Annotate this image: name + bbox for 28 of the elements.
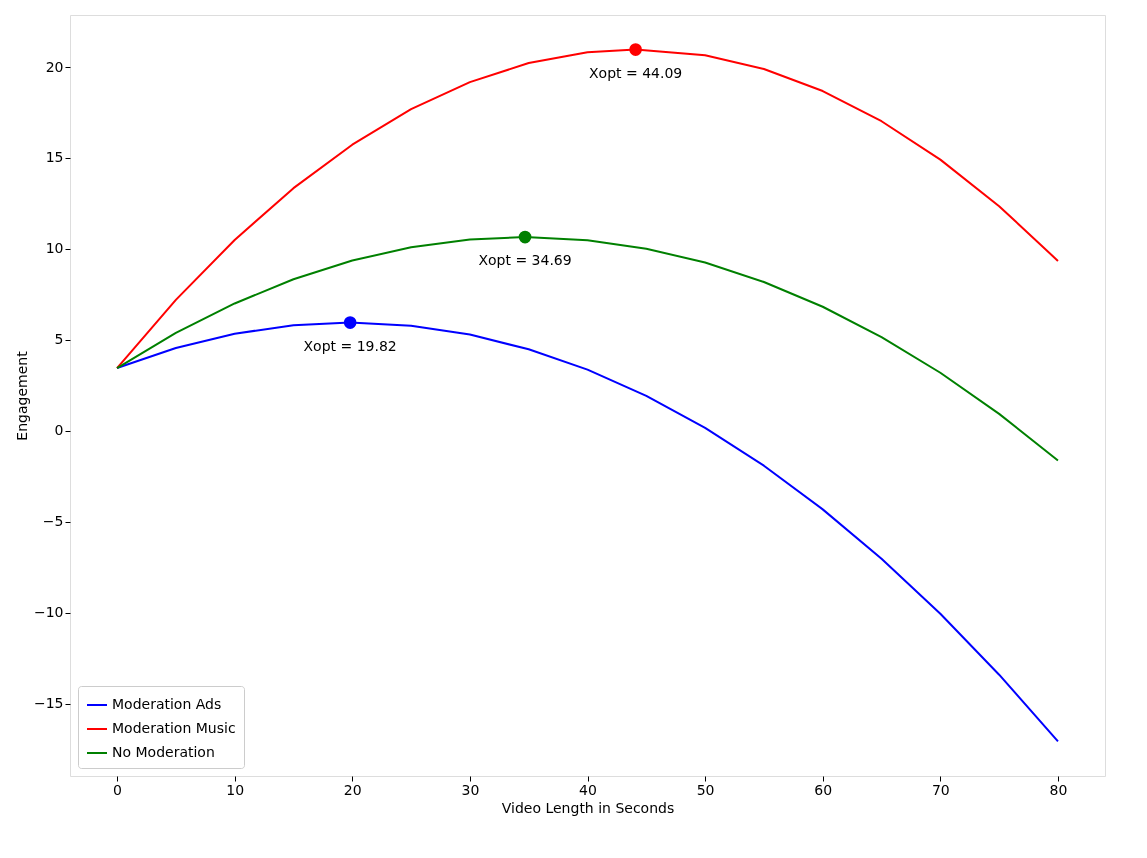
annotation: Xopt = 19.82 bbox=[303, 337, 397, 354]
x-tick-label: 40 bbox=[579, 781, 597, 798]
y-tick-label: 10 bbox=[45, 240, 64, 257]
x-axis-title: Video Length in Seconds bbox=[501, 799, 675, 816]
y-tick-label: 15 bbox=[45, 149, 64, 166]
x-tick-label: 0 bbox=[113, 781, 123, 798]
legend-label: Moderation Ads bbox=[112, 696, 222, 712]
x-tick-label: 20 bbox=[343, 781, 362, 798]
annotation: Xopt = 34.69 bbox=[478, 252, 572, 269]
y-tick-label: −10 bbox=[33, 604, 64, 621]
point bbox=[343, 316, 357, 329]
y-tick-label: −5 bbox=[42, 513, 64, 530]
point bbox=[629, 43, 642, 56]
annotation: Xopt = 44.09 bbox=[588, 64, 683, 81]
x-tick-label: 60 bbox=[814, 781, 833, 798]
x-tick-label: 80 bbox=[1049, 781, 1068, 798]
y-tick-label: 0 bbox=[54, 422, 64, 439]
point bbox=[518, 230, 532, 244]
x-tick-label: 10 bbox=[226, 781, 245, 798]
y-tick-label: 20 bbox=[45, 58, 64, 75]
x-tick-label: 30 bbox=[461, 781, 480, 798]
y-axis-title: Engagement bbox=[13, 350, 30, 441]
y-tick-label: 5 bbox=[54, 331, 64, 348]
legend-label: No Moderation bbox=[112, 744, 215, 760]
x-tick-label: 70 bbox=[931, 781, 950, 798]
y-tick-label: −15 bbox=[33, 695, 64, 712]
legend-label: Moderation Music bbox=[112, 720, 236, 736]
x-tick-label: 50 bbox=[696, 781, 715, 798]
